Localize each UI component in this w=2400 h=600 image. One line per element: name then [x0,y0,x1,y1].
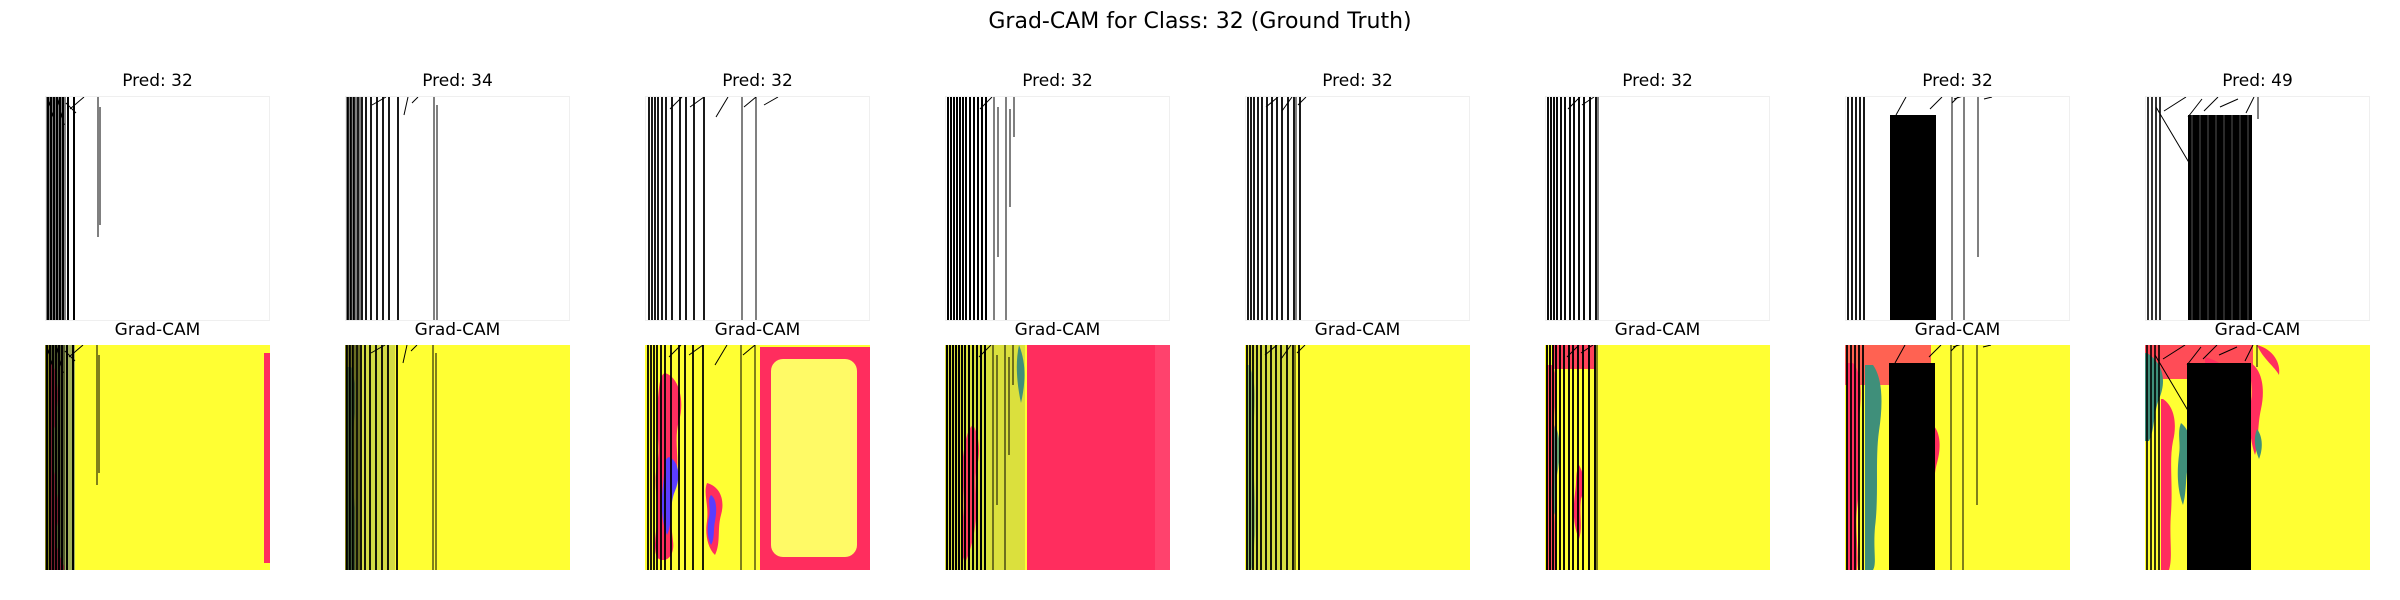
signal-plot-1 [45,96,270,321]
signal-trace-2 [346,97,438,320]
pred-label-5: Pred: 32 [1322,71,1393,91]
signal-plot-4 [945,96,1170,321]
cam-heatmap-1 [45,345,270,570]
signal-plot-8 [2145,96,2370,321]
signal-plot-5 [1245,96,1470,321]
signal-trace-4 [947,97,1015,320]
cam-heatmap-4 [945,345,1170,570]
cam-plot-2 [345,345,570,570]
cam-heatmap-7 [1845,345,2070,570]
cam-heatmap-6 [1545,345,1770,570]
pred-label-8: Pred: 49 [2222,71,2293,91]
signal-trace-1 [46,97,101,320]
cam-label-6: Grad-CAM [1614,320,1701,340]
signal-plot-2 [345,96,570,321]
cam-plot-4 [945,345,1170,570]
pred-label-7: Pred: 32 [1922,71,1993,91]
signal-plot-3 [645,96,870,321]
signal-trace-8 [2147,97,2259,320]
pred-label-4: Pred: 32 [1022,71,1093,91]
cam-plot-6 [1545,345,1770,570]
signal-plot-7 [1845,96,2070,321]
pred-label-1: Pred: 32 [122,71,193,91]
cam-label-4: Grad-CAM [1014,320,1101,340]
cam-heatmap-8 [2145,345,2370,570]
cam-heatmap-5 [1245,345,1470,570]
cam-heatmap-3 [645,345,870,570]
cam-label-3: Grad-CAM [714,320,801,340]
cam-label-1: Grad-CAM [114,320,201,340]
cam-plot-3 [645,345,870,570]
signal-trace-6 [1547,97,1599,320]
cam-plot-8 [2145,345,2370,570]
signal-trace-3 [648,97,779,320]
cam-label-7: Grad-CAM [1914,320,2001,340]
signal-trace-7 [1847,97,1993,320]
cam-plot-1 [45,345,270,570]
cam-plot-5 [1245,345,1470,570]
signal-plot-6 [1545,96,1770,321]
pred-label-6: Pred: 32 [1622,71,1693,91]
cam-label-2: Grad-CAM [414,320,501,340]
cam-plot-7 [1845,345,2070,570]
pred-label-3: Pred: 32 [722,71,793,91]
cam-label-8: Grad-CAM [2214,320,2301,340]
pred-label-2: Pred: 34 [422,71,493,91]
cam-heatmap-2 [345,345,570,570]
signal-trace-5 [1247,97,1307,320]
cam-label-5: Grad-CAM [1314,320,1401,340]
figure-title: Grad-CAM for Class: 32 (Ground Truth) [988,9,1412,34]
